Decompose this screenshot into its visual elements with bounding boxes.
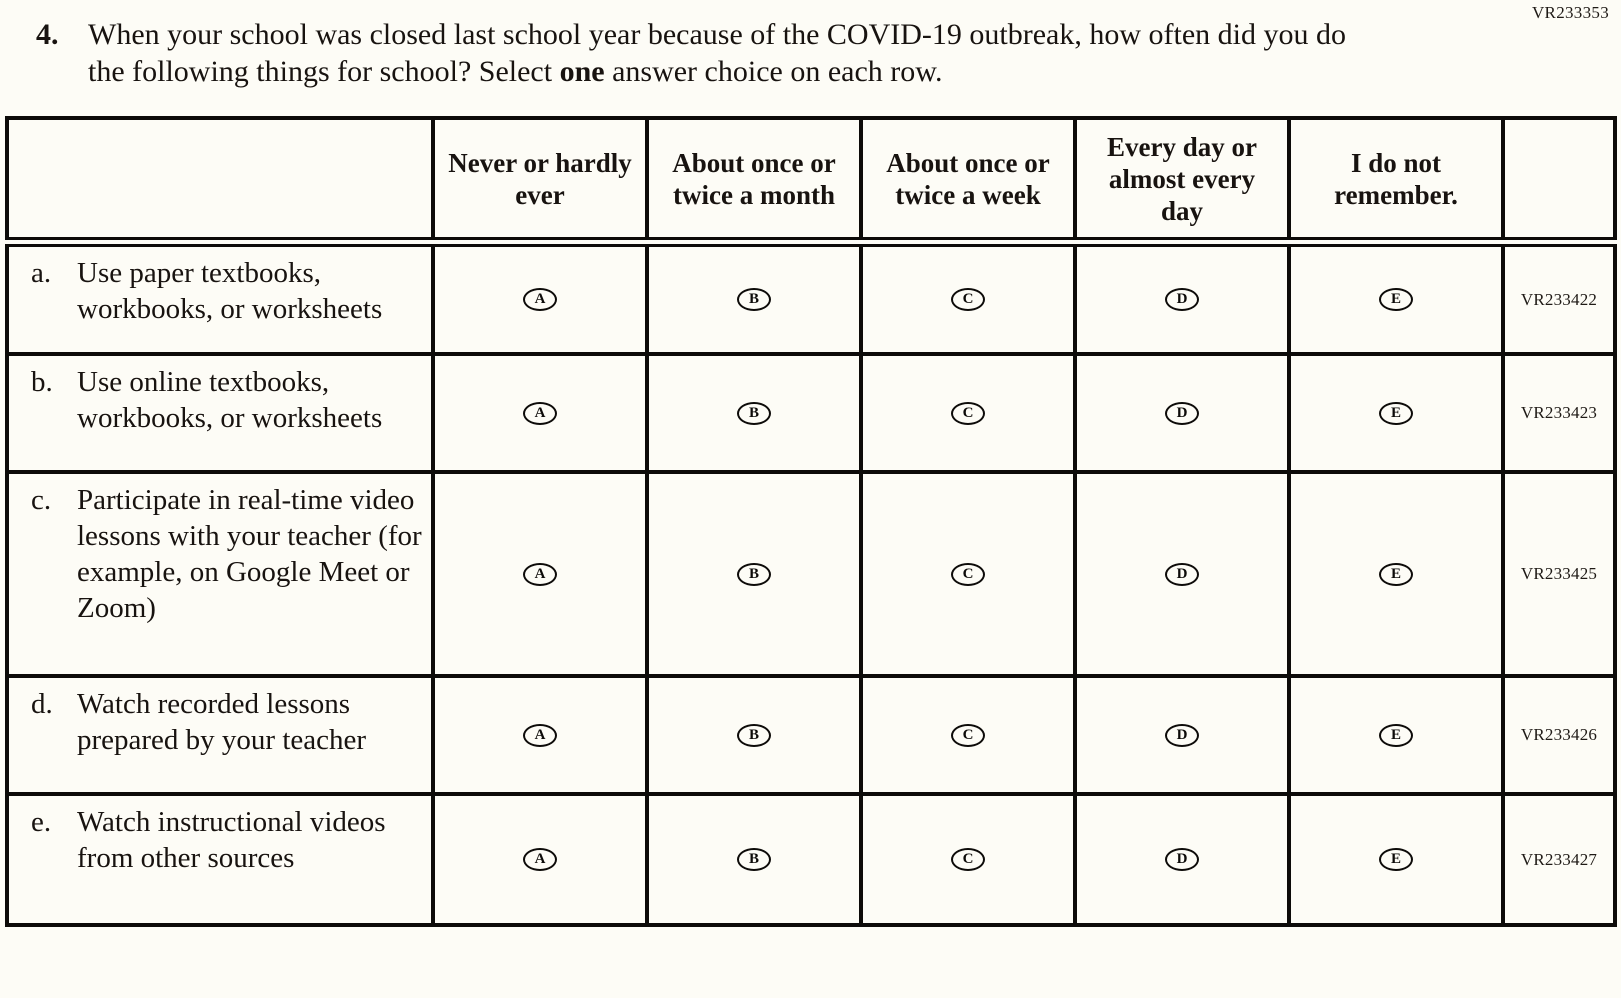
cell-c-month: B (645, 470, 863, 678)
cell-a-everyday: D (1073, 240, 1291, 356)
answer-matrix-table: Never or hardly ever About once or twice… (5, 116, 1617, 927)
header-every-day: Every day or almost every day (1073, 116, 1291, 247)
header-code-blank (1501, 116, 1617, 247)
row-code: VR233423 (1501, 352, 1617, 474)
answer-bubble[interactable]: A (523, 723, 557, 747)
answer-bubble[interactable]: D (1165, 288, 1199, 311)
item-label-e: e. Watch instructional videos from other… (5, 792, 435, 927)
answer-bubble[interactable]: A (523, 848, 557, 871)
answer-bubble[interactable]: E (1379, 288, 1413, 311)
cell-e-never: A (431, 792, 649, 927)
row-code: VR233422 (1501, 240, 1617, 356)
question-text-part1: When your school was closed last school … (88, 18, 1347, 88)
cell-d-month: B (645, 674, 863, 796)
cell-d-everyday: D (1073, 674, 1291, 796)
cell-a-week: C (859, 240, 1077, 356)
answer-bubble[interactable]: E (1379, 723, 1413, 747)
item-letter: a. (31, 257, 52, 289)
cell-d-never: A (431, 674, 649, 796)
table-row-c: c. Participate in real-time video lesson… (5, 470, 1617, 678)
header-do-not-remember: I do not remember. (1287, 116, 1505, 247)
row-code: VR233427 (1501, 792, 1617, 927)
answer-bubble[interactable]: B (737, 288, 771, 311)
answer-bubble[interactable]: A (523, 562, 557, 586)
item-text: Participate in real-time video lessons w… (77, 484, 422, 624)
answer-bubble[interactable]: D (1165, 401, 1199, 425)
item-text: Watch recorded lessons prepared by your … (77, 688, 367, 756)
row-code: VR233426 (1501, 674, 1617, 796)
header-once-twice-month: About once or twice a month (645, 116, 863, 247)
cell-b-everyday: D (1073, 352, 1291, 474)
item-text: Use online textbooks, workbooks, or work… (77, 366, 383, 434)
answer-bubble[interactable]: E (1379, 401, 1413, 425)
item-letter: c. (31, 484, 52, 516)
cell-c-never: A (431, 470, 649, 678)
table-row-a: a. Use paper textbooks, workbooks, or wo… (5, 240, 1617, 356)
answer-bubble[interactable]: C (951, 848, 985, 871)
cell-b-remember: E (1287, 352, 1505, 474)
answer-bubble[interactable]: A (523, 401, 557, 425)
cell-d-remember: E (1287, 674, 1505, 796)
item-letter: d. (31, 688, 53, 720)
answer-bubble[interactable]: C (951, 562, 985, 586)
answer-bubble[interactable]: D (1165, 723, 1199, 747)
row-code: VR233425 (1501, 470, 1617, 678)
answer-bubble[interactable]: B (737, 562, 771, 586)
answer-bubble[interactable]: E (1379, 848, 1413, 871)
answer-bubble[interactable]: A (523, 288, 557, 311)
cell-b-week: C (859, 352, 1077, 474)
cell-c-week: C (859, 470, 1077, 678)
cell-b-never: A (431, 352, 649, 474)
answer-bubble[interactable]: C (951, 401, 985, 425)
item-letter: e. (31, 806, 52, 838)
cell-a-remember: E (1287, 240, 1505, 356)
table-row-d: d. Watch recorded lessons prepared by yo… (5, 674, 1617, 796)
cell-c-remember: E (1287, 470, 1505, 678)
item-text: Use paper textbooks, workbooks, or works… (77, 257, 383, 325)
cell-e-everyday: D (1073, 792, 1291, 927)
item-label-b: b. Use online textbooks, workbooks, or w… (5, 352, 435, 474)
table-row-b: b. Use online textbooks, workbooks, or w… (5, 352, 1617, 474)
cell-a-never: A (431, 240, 649, 356)
cell-d-week: C (859, 674, 1077, 796)
cell-e-month: B (645, 792, 863, 927)
answer-bubble[interactable]: C (951, 723, 985, 747)
answer-bubble[interactable]: B (737, 401, 771, 425)
header-item-blank (5, 116, 435, 247)
answer-bubble[interactable]: D (1165, 562, 1199, 586)
header-never: Never or hardly ever (431, 116, 649, 247)
question-block: 4. When your school was closed last scho… (0, 0, 1480, 90)
header-row: Never or hardly ever About once or twice… (5, 116, 1617, 247)
item-label-c: c. Participate in real-time video lesson… (5, 470, 435, 678)
question-number: 4. (36, 18, 59, 51)
question-text-part2: answer choice on each row. (604, 55, 943, 88)
page-form-code: VR233353 (1531, 3, 1609, 22)
answer-bubble[interactable]: D (1165, 848, 1199, 871)
answer-bubble[interactable]: B (737, 848, 771, 871)
answer-bubble[interactable]: B (737, 723, 771, 747)
cell-c-everyday: D (1073, 470, 1291, 678)
cell-a-month: B (645, 240, 863, 356)
table-row-e: e. Watch instructional videos from other… (5, 792, 1617, 927)
item-label-a: a. Use paper textbooks, workbooks, or wo… (5, 240, 435, 356)
answer-bubble[interactable]: C (951, 288, 985, 311)
item-text: Watch instructional videos from other so… (77, 806, 386, 874)
header-once-twice-week: About once or twice a week (859, 116, 1077, 247)
item-label-d: d. Watch recorded lessons prepared by yo… (5, 674, 435, 796)
cell-b-month: B (645, 352, 863, 474)
question-bold-word: one (559, 55, 605, 88)
cell-e-week: C (859, 792, 1077, 927)
item-letter: b. (31, 366, 53, 398)
cell-e-remember: E (1287, 792, 1505, 927)
answer-bubble[interactable]: E (1379, 562, 1413, 586)
question-text: When your school was closed last school … (88, 16, 1378, 90)
